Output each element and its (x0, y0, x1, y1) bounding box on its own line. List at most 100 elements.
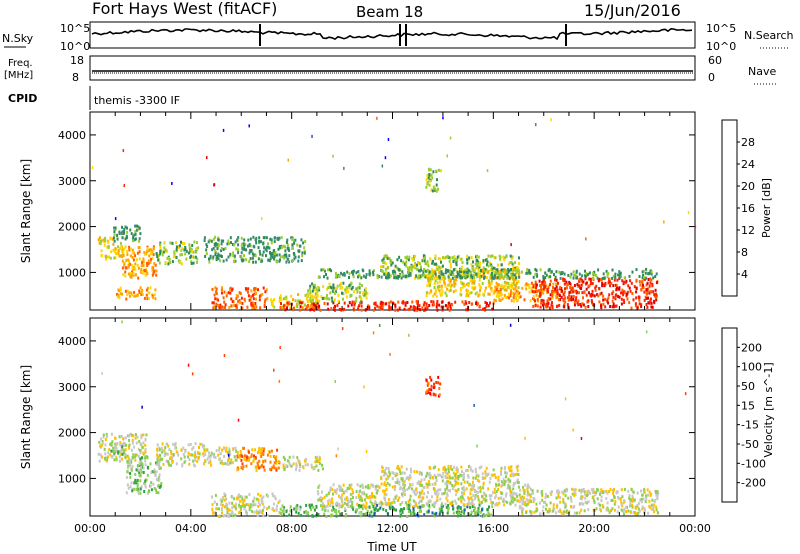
data-cell (339, 512, 342, 516)
data-cell (229, 236, 232, 240)
freq-tick-top: 18 (70, 54, 84, 67)
data-cell (635, 268, 638, 272)
data-cell (635, 290, 638, 294)
data-cell (545, 305, 548, 309)
data-cell (508, 269, 510, 273)
data-cell (341, 286, 344, 290)
data-cell (429, 257, 432, 261)
colorbar-tick-label: 20 (741, 180, 755, 193)
data-cell (428, 304, 431, 307)
data-cell (516, 472, 518, 476)
data-cell (549, 297, 552, 301)
data-cell (348, 487, 351, 491)
data-cell (371, 495, 374, 499)
data-cell (448, 283, 451, 287)
data-cell (613, 502, 616, 506)
data-cell (566, 283, 569, 287)
data-cell (343, 273, 346, 277)
data-cell (382, 260, 384, 264)
data-cell (312, 283, 315, 287)
data-cell (459, 270, 461, 273)
data-cell (164, 452, 167, 456)
data-cell (649, 270, 652, 273)
data-cell (394, 308, 397, 312)
data-cell (339, 485, 342, 489)
data-cell (381, 470, 383, 473)
data-cell (663, 220, 665, 224)
data-cell (434, 465, 437, 469)
data-cell (134, 436, 137, 440)
data-cell (447, 503, 450, 507)
data-cell (570, 504, 572, 508)
data-cell (402, 274, 405, 278)
data-cell (449, 489, 451, 493)
data-cell (113, 250, 116, 253)
data-cell (341, 327, 344, 331)
data-cell (214, 242, 217, 246)
data-cell (446, 307, 449, 311)
data-cell (401, 471, 404, 475)
data-cell (140, 433, 143, 437)
data-cell (147, 296, 150, 300)
data-cell (467, 289, 470, 293)
data-cell (418, 262, 421, 266)
data-cell (435, 475, 437, 479)
data-cell (641, 493, 644, 497)
data-cell (511, 267, 514, 271)
data-cell (376, 304, 379, 308)
data-cell (427, 278, 430, 282)
data-cell (264, 298, 267, 302)
nave-tick-bottom: 0 (708, 71, 715, 84)
data-cell (367, 496, 370, 499)
data-cell (406, 257, 409, 261)
data-cell (213, 305, 216, 309)
data-cell (332, 154, 334, 158)
data-cell (617, 273, 620, 277)
data-cell (220, 247, 223, 250)
data-cell (433, 262, 436, 266)
data-cell (208, 257, 210, 261)
data-cell (513, 273, 516, 277)
data-cell (360, 297, 363, 301)
data-cell (143, 490, 146, 493)
data-cell (383, 489, 386, 493)
data-cell (446, 511, 449, 515)
data-cell (473, 279, 476, 283)
data-cell (299, 508, 302, 512)
data-cell (156, 463, 159, 467)
data-cell (435, 479, 438, 482)
data-cell (157, 462, 160, 466)
data-cell (305, 512, 308, 516)
data-cell (446, 476, 449, 480)
data-cell (517, 499, 520, 503)
data-cell (222, 128, 225, 132)
data-cell (412, 509, 415, 513)
data-cell (212, 237, 215, 241)
data-cell (151, 256, 154, 260)
data-cell (580, 490, 583, 494)
data-cell (568, 295, 570, 299)
data-cell (430, 273, 433, 276)
data-cell (231, 495, 234, 499)
data-cell (240, 236, 243, 240)
data-cell (574, 492, 577, 496)
data-cell (405, 264, 408, 268)
data-cell (253, 457, 256, 461)
data-cell (504, 256, 506, 260)
data-cell (359, 301, 362, 305)
data-cell (155, 488, 157, 492)
data-cell (572, 276, 575, 280)
data-cell (306, 293, 309, 297)
data-cell (278, 499, 281, 503)
data-cell (573, 505, 576, 508)
data-cell (138, 289, 141, 293)
data-cell (236, 496, 239, 500)
data-cell (587, 508, 590, 512)
data-cell (188, 458, 191, 462)
data-cell (441, 300, 444, 304)
data-cell (214, 235, 217, 239)
data-cell (655, 292, 658, 296)
data-cell (539, 501, 541, 505)
data-cell (476, 491, 479, 494)
data-cell (209, 455, 212, 459)
